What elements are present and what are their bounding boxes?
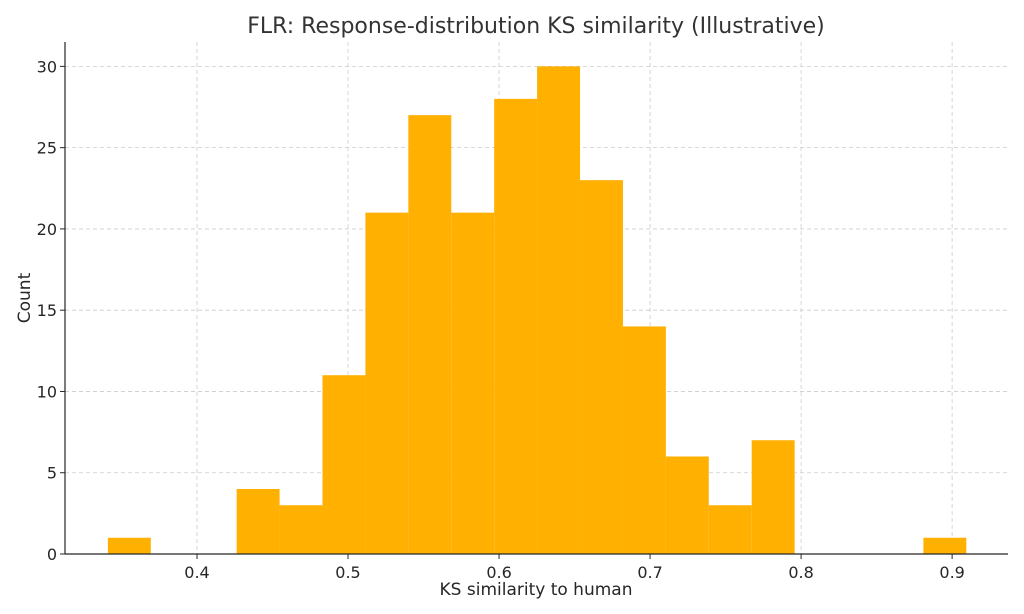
axes bbox=[60, 42, 1008, 559]
histogram-bar bbox=[451, 212, 495, 554]
histogram-bar bbox=[236, 488, 280, 554]
histogram-bar bbox=[107, 537, 151, 554]
x-tick-label: 0.8 bbox=[788, 563, 813, 582]
histogram-bar bbox=[708, 505, 752, 554]
x-tick-label: 0.7 bbox=[637, 563, 662, 582]
histogram-bar bbox=[408, 115, 452, 555]
y-tick-label: 15 bbox=[37, 301, 57, 320]
x-tick-label: 0.5 bbox=[335, 563, 360, 582]
histogram-bar bbox=[322, 375, 366, 554]
x-tick-label: 0.9 bbox=[939, 563, 964, 582]
y-tick-label: 10 bbox=[37, 382, 57, 401]
histogram-bar bbox=[751, 440, 795, 554]
histogram-bar bbox=[580, 180, 623, 554]
chart-title: FLR: Response-distribution KS similarity… bbox=[247, 14, 825, 39]
histogram-bar bbox=[365, 212, 409, 554]
y-tick-label: 30 bbox=[37, 57, 57, 76]
histogram-bar bbox=[665, 456, 709, 554]
histogram-bar bbox=[622, 326, 666, 554]
x-axis-label: KS similarity to human bbox=[440, 580, 633, 600]
y-tick-label: 20 bbox=[37, 220, 57, 239]
tick-labels: 0.4 0.5 0.6 0.7 0.8 0.9 0 5 10 15 20 25 30 bbox=[37, 57, 965, 582]
y-tick-label: 0 bbox=[47, 545, 57, 564]
y-tick-label: 5 bbox=[47, 464, 57, 483]
histogram-bar bbox=[537, 66, 581, 554]
x-tick-label: 0.4 bbox=[184, 563, 209, 582]
y-axis-label: Count bbox=[15, 272, 35, 323]
histogram-bar bbox=[494, 98, 538, 554]
bars bbox=[107, 66, 967, 555]
histogram-bar bbox=[279, 505, 323, 554]
y-tick-label: 25 bbox=[37, 139, 57, 158]
x-tick-label: 0.6 bbox=[486, 563, 511, 582]
histogram-bar bbox=[923, 537, 967, 554]
